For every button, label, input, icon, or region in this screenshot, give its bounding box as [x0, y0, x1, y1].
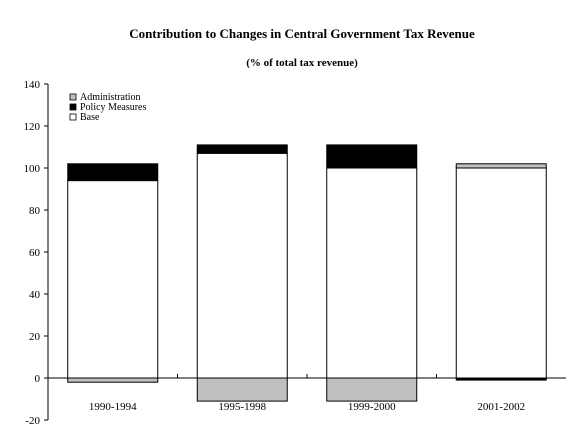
bar-base: [67, 180, 159, 379]
y-tick-label: 80: [29, 205, 41, 217]
bar-base: [326, 167, 418, 379]
category-label: 2001-2002: [477, 401, 525, 413]
category-label: 1999-2000: [348, 401, 396, 413]
y-tick-label: 140: [24, 79, 41, 91]
bar-administration: [67, 377, 159, 383]
bar-policy-measures: [196, 144, 288, 154]
y-tick-label: 100: [24, 163, 41, 175]
bar-base: [196, 152, 288, 379]
chart-title: Contribution to Changes in Central Gover…: [129, 26, 475, 41]
category-label: 1995-1998: [218, 401, 266, 413]
bar-administration: [196, 377, 288, 402]
bar-administration: [455, 163, 547, 169]
y-tick-label: 0: [35, 373, 41, 385]
legend-swatch: [69, 93, 77, 101]
bar-policy-measures: [326, 144, 418, 169]
legend-label: Policy Measures: [80, 102, 146, 113]
chart-subtitle: (% of total tax revenue): [246, 57, 358, 69]
legend-label: Base: [80, 112, 100, 123]
y-tick-label: 120: [24, 121, 41, 133]
y-tick-label: 20: [29, 331, 41, 343]
bar-administration: [326, 377, 418, 402]
legend-label: Administration: [80, 92, 141, 103]
y-tick-label: -20: [25, 415, 40, 427]
bar-policy-measures: [67, 163, 159, 182]
y-tick-label: 40: [29, 289, 41, 301]
category-label: 1990-1994: [89, 401, 137, 413]
legend-swatch: [69, 103, 77, 111]
legend-swatch: [69, 113, 77, 121]
y-tick-label: 60: [29, 247, 41, 259]
bar-base: [455, 167, 547, 379]
